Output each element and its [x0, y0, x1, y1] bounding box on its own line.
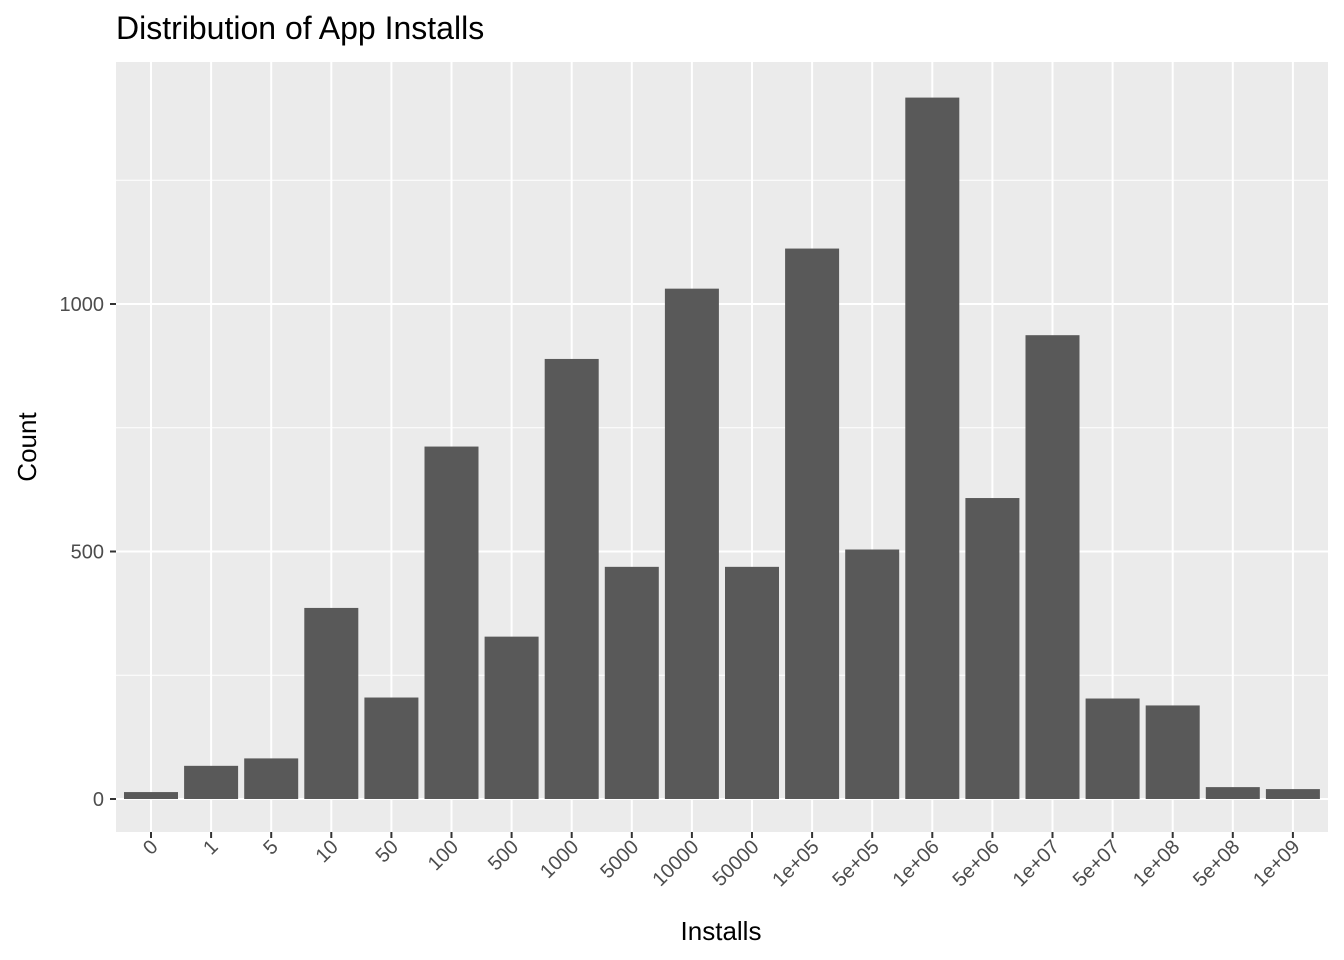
x-axis-title: Installs: [681, 916, 762, 946]
x-tick-label: 5: [259, 836, 282, 859]
x-tick-label: 5000: [596, 836, 643, 883]
x-tick-label: 5e+05: [828, 836, 883, 891]
bar-1e+05: [785, 248, 840, 799]
bar-5: [244, 758, 299, 799]
x-tick-label: 10: [312, 836, 343, 867]
x-axis-ticks: 0 1 5 10 50 100 500 1000 5000 10000 50000 1e+05 5e+0…: [139, 832, 1304, 891]
bar-0: [124, 792, 178, 799]
x-tick-label: 1e+06: [889, 836, 944, 891]
bar-500: [484, 636, 539, 799]
y-tick-label: 500: [71, 542, 104, 564]
bar-5e+06: [965, 498, 1020, 799]
x-tick-label: 1e+09: [1249, 836, 1304, 891]
bar-100: [424, 446, 479, 799]
x-tick-label: 1e+05: [768, 836, 823, 891]
chart-title: Distribution of App Installs: [116, 10, 485, 46]
x-tick-label: 1000: [536, 836, 583, 883]
bar-10000: [664, 288, 719, 799]
y-axis-title: Count: [12, 412, 42, 482]
bar-1: [184, 765, 239, 799]
bars: [124, 97, 1320, 799]
x-tick-label: 1e+07: [1009, 836, 1064, 891]
bar-1000: [544, 358, 599, 799]
bar-5e+07: [1085, 698, 1140, 799]
x-tick-label: 5e+07: [1069, 836, 1124, 891]
x-tick-label: 100: [424, 836, 463, 875]
bar-5e+08: [1205, 787, 1260, 799]
x-tick-label: 500: [484, 836, 523, 875]
bar-1e+07: [1025, 335, 1080, 799]
y-tick-label: 1000: [60, 294, 105, 316]
y-axis-ticks: 0 500 1000: [60, 294, 116, 811]
x-tick-label: 5e+08: [1189, 836, 1244, 891]
bar-50: [364, 697, 419, 799]
bar-10: [304, 607, 359, 799]
x-tick-label: 5e+06: [949, 836, 1004, 891]
x-tick-label: 1e+08: [1129, 836, 1184, 891]
y-tick-label: 0: [93, 789, 104, 811]
x-tick-label: 1: [199, 836, 222, 859]
bar-1e+06: [905, 97, 960, 799]
x-tick-label: 10000: [649, 836, 704, 891]
bar-1e+08: [1145, 705, 1200, 799]
bar-5e+05: [845, 549, 900, 799]
bar-50000: [725, 566, 779, 799]
x-tick-label: 50: [372, 836, 403, 867]
bar-5000: [604, 566, 659, 799]
x-tick-label: 0: [139, 836, 162, 859]
bar-1e+09: [1265, 789, 1320, 799]
x-tick-label: 50000: [709, 836, 764, 891]
